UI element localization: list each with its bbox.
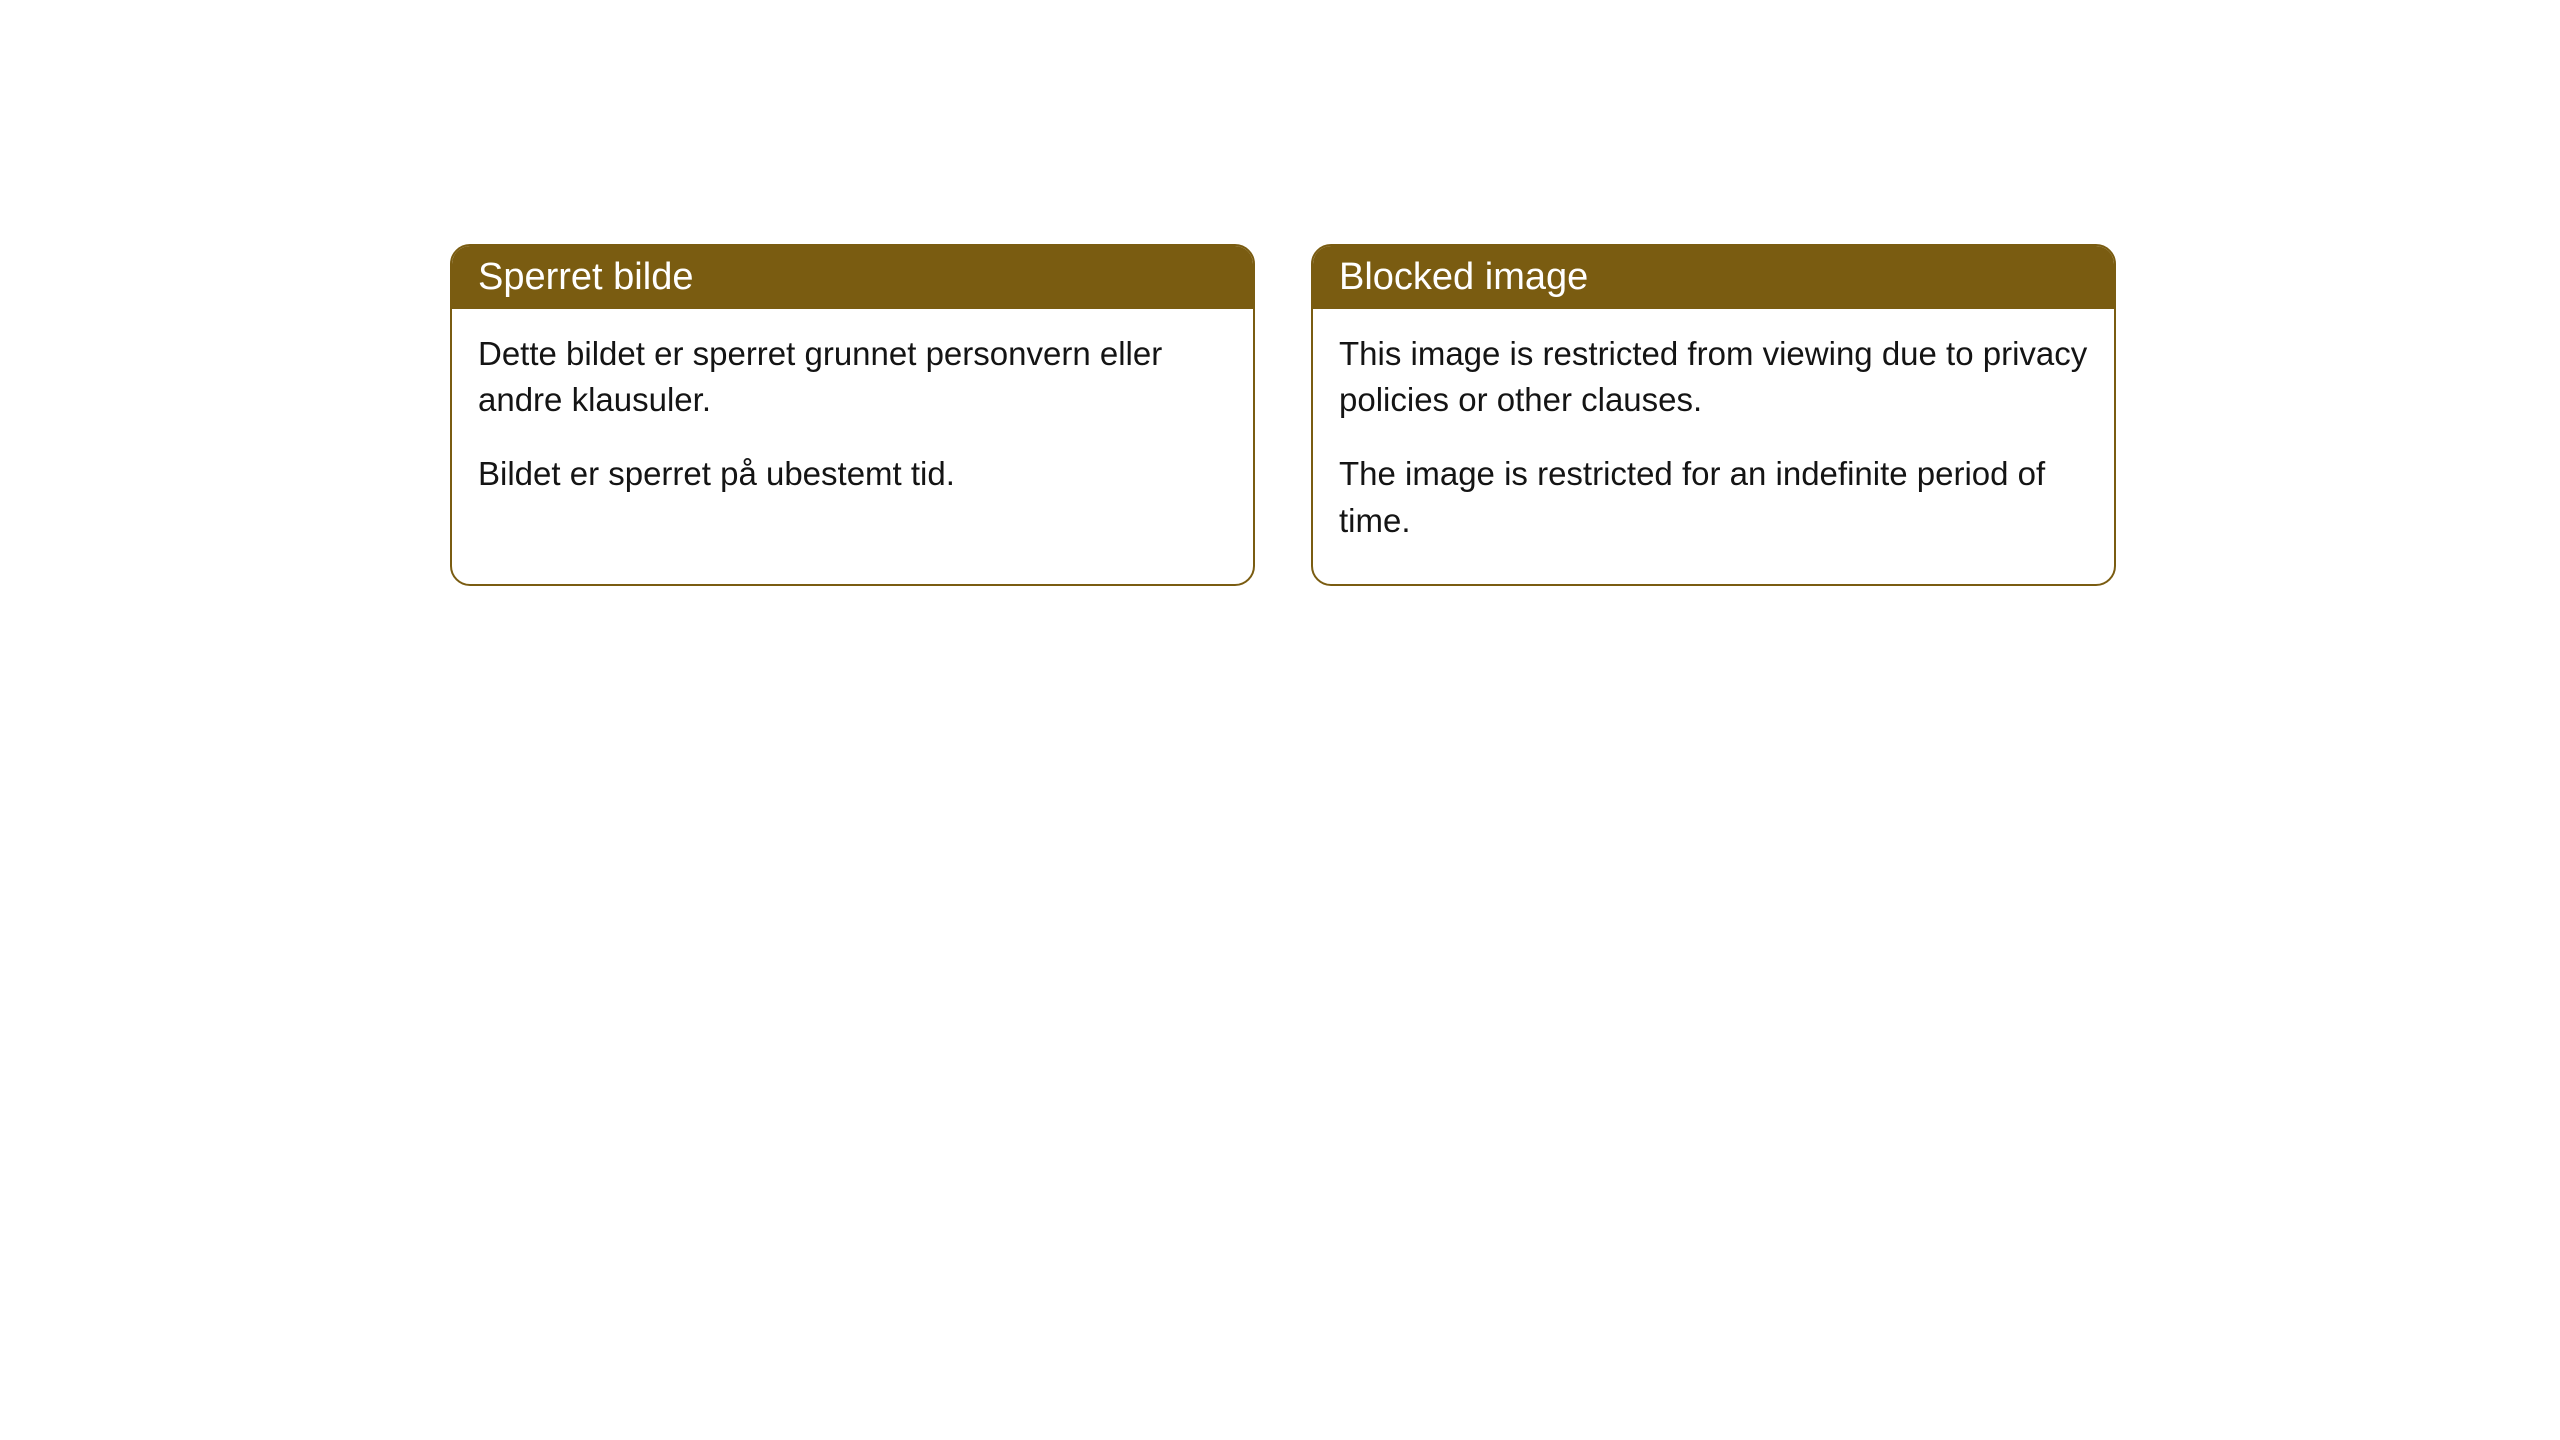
card-title-en: Blocked image [1339, 256, 1588, 298]
card-paragraph-en-2: The image is restricted for an indefinit… [1339, 451, 2088, 543]
card-paragraph-no-2: Bildet er sperret på ubestemt tid. [478, 451, 1227, 497]
blocked-image-card-en: Blocked image This image is restricted f… [1311, 244, 2116, 586]
card-header-no: Sperret bilde [452, 246, 1253, 309]
blocked-image-card-no: Sperret bilde Dette bildet er sperret gr… [450, 244, 1255, 586]
card-body-en: This image is restricted from viewing du… [1313, 309, 2114, 584]
card-paragraph-en-1: This image is restricted from viewing du… [1339, 331, 2088, 423]
card-header-en: Blocked image [1313, 246, 2114, 309]
notice-cards-container: Sperret bilde Dette bildet er sperret gr… [450, 244, 2116, 586]
card-paragraph-no-1: Dette bildet er sperret grunnet personve… [478, 331, 1227, 423]
card-body-no: Dette bildet er sperret grunnet personve… [452, 309, 1253, 538]
card-title-no: Sperret bilde [478, 256, 693, 298]
